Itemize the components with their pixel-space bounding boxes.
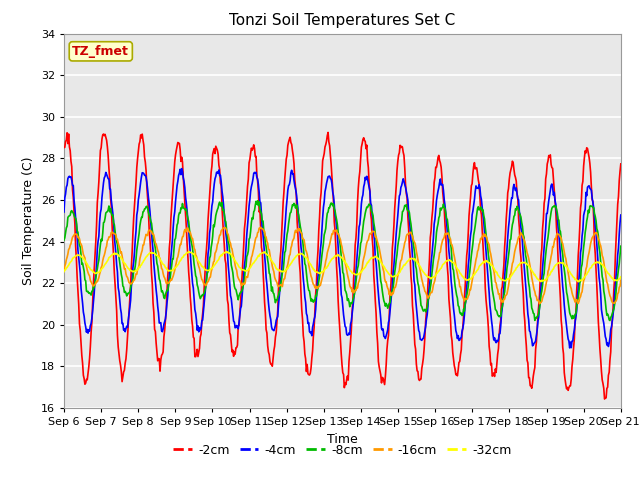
Y-axis label: Soil Temperature (C): Soil Temperature (C) [22,156,35,285]
Title: Tonzi Soil Temperatures Set C: Tonzi Soil Temperatures Set C [229,13,456,28]
X-axis label: Time: Time [327,432,358,445]
Legend: -2cm, -4cm, -8cm, -16cm, -32cm: -2cm, -4cm, -8cm, -16cm, -32cm [168,439,516,462]
Text: TZ_fmet: TZ_fmet [72,45,129,58]
